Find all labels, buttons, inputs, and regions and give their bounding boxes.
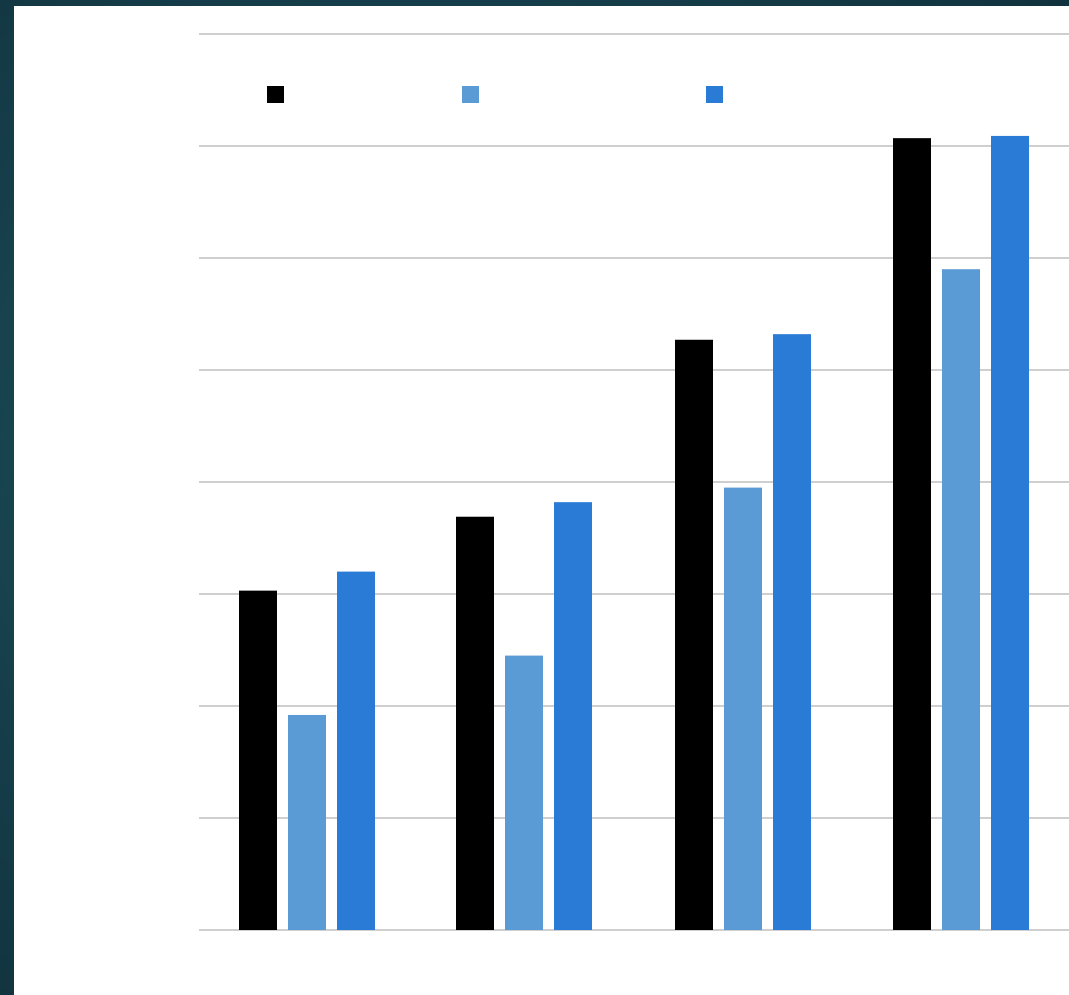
legend-swatch-spent-hens [462, 86, 479, 103]
x-category-label: Water Depletion [665, 953, 822, 978]
bar-spent-hens-land-occupation [942, 269, 980, 930]
y-tick-label: 40% [126, 473, 167, 493]
y-tick-label: 60% [126, 249, 167, 269]
bar-spent-hens-water-depletion [724, 487, 762, 930]
x-category-label: Land occupation [880, 953, 1041, 978]
y-tick-label: 50% [126, 361, 167, 381]
bar-chart: 0% 10% 20% 30% 40% 50% 60% 70% 80% GWP Fossil Ene… [14, 6, 1069, 995]
bar-poultry-meat-fossil-energy [554, 502, 592, 930]
y-tick-label: 20% [126, 697, 167, 717]
legend-swatch-broilers [267, 86, 284, 103]
y-tick-label: 30% [126, 585, 167, 605]
y-tick-label: 70% [126, 137, 167, 157]
y-tick-label: 0% [138, 921, 167, 941]
bar-broilers-gwp [239, 590, 277, 930]
x-category-label: Fossil Energy [457, 953, 590, 978]
y-tick-label: 10% [126, 809, 167, 829]
bar-spent-hens-fossil-energy [505, 655, 543, 930]
legend-label-poultry-meat: Poultry Meat [731, 79, 878, 109]
legend: Broilers Spent Hens Poultry Meat [267, 79, 878, 109]
y-axis-title: Percent Reduction in Impact compared to … [30, 238, 58, 761]
bar-poultry-meat-gwp [337, 571, 375, 930]
legend-swatch-poultry-meat [706, 86, 723, 103]
bar-poultry-meat-land-occupation [991, 135, 1029, 931]
legend-label-spent-hens: Spent Hens [487, 79, 623, 109]
bar-broilers-land-occupation [893, 138, 931, 930]
bar-broilers-fossil-energy [456, 516, 494, 930]
x-category-label: GWP [281, 953, 334, 978]
bar-spent-hens-gwp [288, 714, 326, 930]
bar-poultry-meat-water-depletion [773, 334, 811, 930]
slide-panel: 0% 10% 20% 30% 40% 50% 60% 70% 80% GWP Fossil Ene… [14, 6, 1069, 995]
y-tick-label: 80% [126, 25, 167, 45]
y-axis-tick-labels: 0% 10% 20% 30% 40% 50% 60% 70% 80% [126, 25, 167, 941]
bar-broilers-water-depletion [675, 339, 713, 930]
x-axis-category-labels: GWP Fossil Energy Water Depletion Land occu… [281, 953, 1042, 978]
bars [239, 135, 1029, 931]
legend-label-broilers: Broilers [292, 79, 380, 109]
